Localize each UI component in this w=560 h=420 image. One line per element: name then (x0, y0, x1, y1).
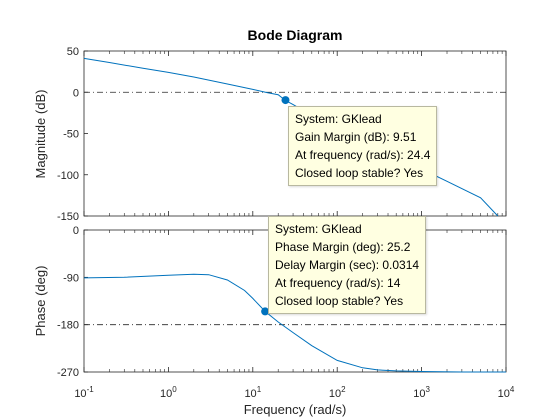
y-tick-label: 0 (73, 87, 79, 99)
phase-ylabel: Phase (deg) (33, 266, 48, 337)
x-tick-label: 101 (244, 385, 261, 400)
y-tick-label: -100 (57, 170, 79, 182)
y-tick-label: -90 (63, 272, 79, 284)
phase-curve (83, 273, 506, 373)
y-tick-label: -270 (57, 367, 79, 379)
x-tick-label: 103 (413, 385, 430, 400)
datatip-frequency: At frequency (rad/s): 24.4 (295, 148, 431, 162)
phase-margin-datatip[interactable]: System: GKlead Phase Margin (deg): 25.2 … (268, 216, 427, 314)
x-tick-label: 100 (160, 385, 177, 400)
phase-margin-marker[interactable] (261, 307, 270, 316)
x-tick-label: 104 (498, 385, 515, 400)
frequency-xlabel: Frequency (rad/s) (244, 402, 347, 417)
magnitude-ylabel: Magnitude (dB) (33, 90, 48, 179)
chart-title: Bode Diagram (248, 27, 343, 43)
y-tick-label: -180 (57, 320, 79, 332)
x-tick-label: 10-1 (74, 385, 94, 400)
y-tick-label: 0 (73, 225, 79, 237)
datatip-frequency: At frequency (rad/s): 14 (275, 276, 401, 290)
datatip-system: System: GKlead (295, 112, 382, 126)
y-tick-label: -50 (63, 129, 79, 141)
datatip-delay-margin: Delay Margin (sec): 0.0314 (275, 258, 420, 272)
datatip-gain-margin: Gain Margin (dB): 9.51 (295, 130, 417, 144)
datatip-stability: Closed loop stable? Yes (295, 166, 424, 180)
y-tick-label: 50 (67, 46, 79, 58)
gain-margin-datatip[interactable]: System: GKlead Gain Margin (dB): 9.51 At… (288, 106, 438, 186)
datatip-phase-margin: Phase Margin (deg): 25.2 (275, 240, 411, 254)
gain-margin-marker[interactable] (281, 96, 290, 105)
datatip-system: System: GKlead (275, 222, 362, 236)
y-tick-label: -150 (57, 211, 79, 223)
x-tick-label: 102 (329, 385, 346, 400)
datatip-stability: Closed loop stable? Yes (275, 294, 404, 308)
